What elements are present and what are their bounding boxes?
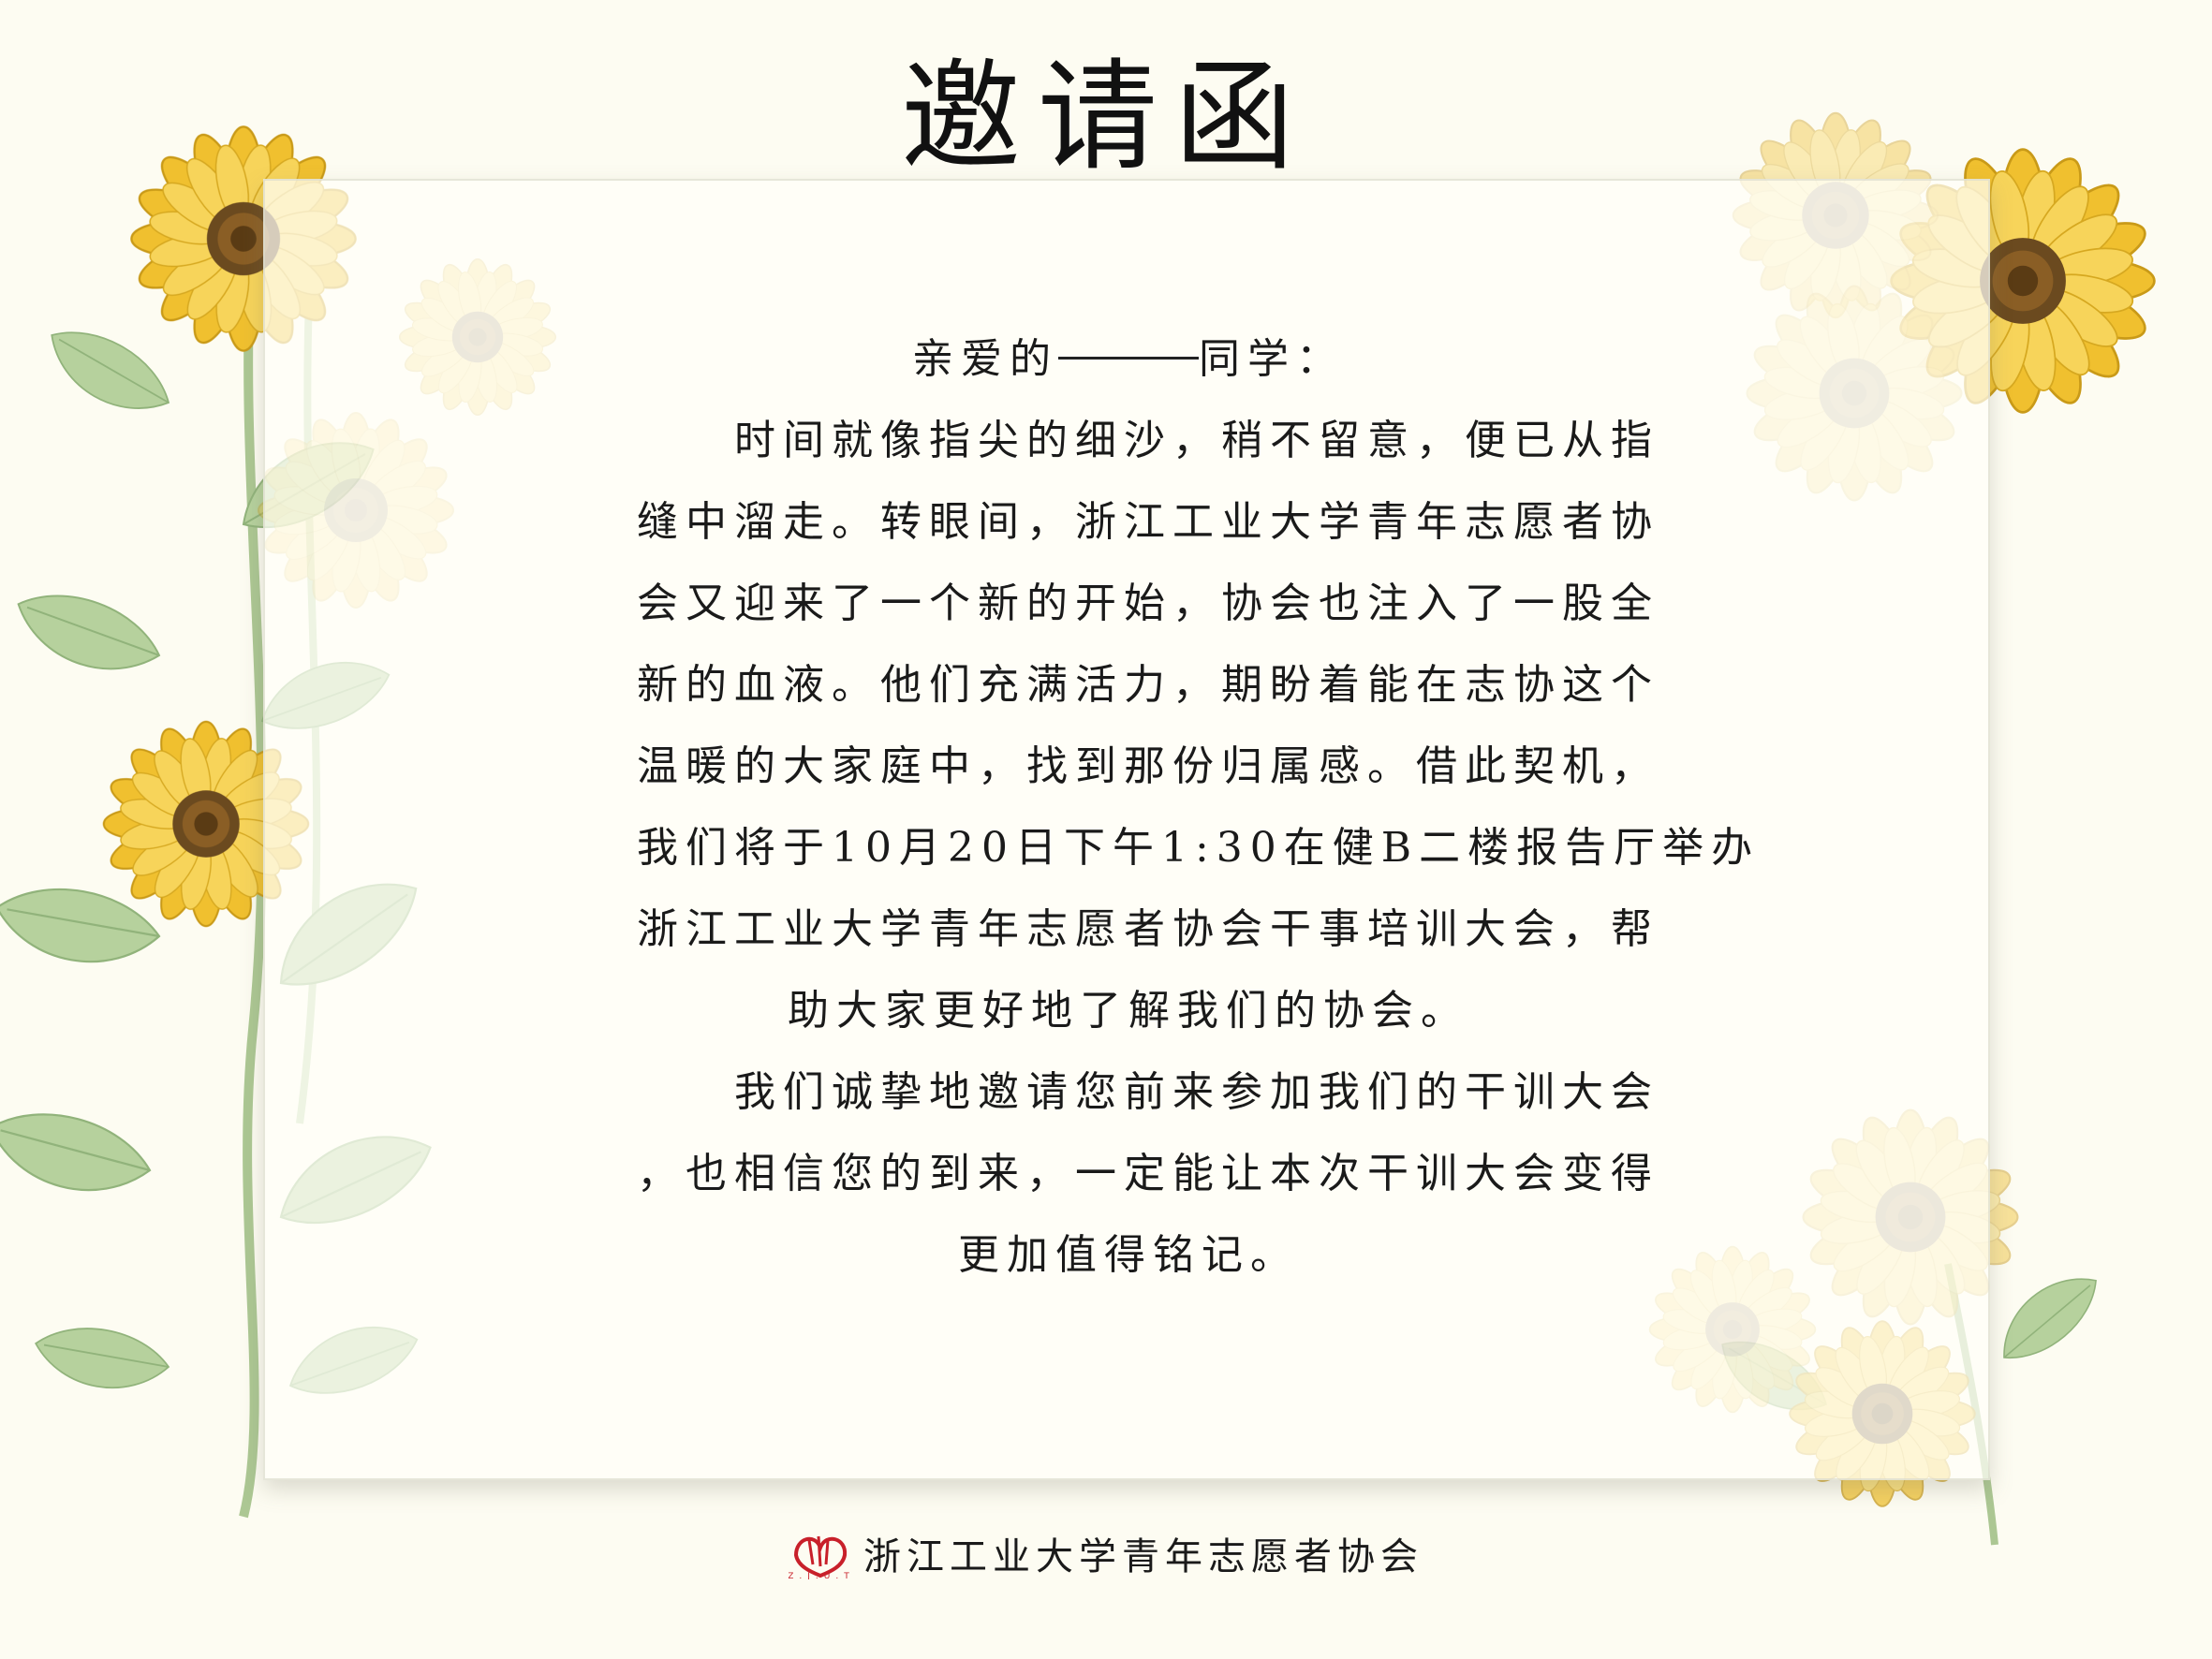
zjut-logo-icon: Z.J.U.T [789, 1535, 854, 1579]
letter-line: 更加值得铭记。 [958, 1231, 1299, 1279]
letter-line: 时间就像指尖的细沙，稍不留意，便已从指 [637, 417, 1659, 464]
logo-text: Z.J.U.T [789, 1572, 854, 1579]
salutation: 亲爱的 同学： [637, 318, 1620, 400]
letter-line: 浙江工业大学青年志愿者协会干事培训大会，帮 [637, 905, 1659, 953]
footer: Z.J.U.T 浙江工业大学青年志愿者协会 [0, 1526, 2212, 1589]
name-blank [1058, 353, 1199, 360]
org-name: 浙江工业大学青年志愿者协会 [863, 1535, 1423, 1578]
letter-line: ，也相信您的到来，一定能让本次干训大会变得 [637, 1150, 1659, 1197]
invitation-title: 邀请函 [900, 48, 1311, 187]
letter-line: 新的血液。他们充满活力，期盼着能在志协这个 [637, 661, 1659, 709]
letter-line: 助大家更好地了解我们的协会。 [788, 987, 1469, 1035]
letter-line: 我们将于10月20日下午1:30在健B二楼报告厅举办 [637, 824, 1761, 872]
salutation-suffix: 同学： [1199, 335, 1345, 383]
letter-card [263, 179, 1990, 1480]
letter-line: 缝中溜走。转眼间，浙江工业大学青年志愿者协 [637, 498, 1659, 546]
letter-line: 我们诚挚地邀请您前来参加我们的干训大会 [637, 1068, 1659, 1116]
letter-line: 温暖的大家庭中，找到那份归属感。借此契机， [637, 742, 1659, 790]
salutation-prefix: 亲爱的 [912, 335, 1058, 383]
letter-body: 亲爱的 同学： 时间就像指尖的细沙，稍不留意，便已从指 缝中溜走。转眼间，浙江工业… [637, 318, 1761, 1296]
letter-line: 会又迎来了一个新的开始，协会也注入了一股全 [637, 580, 1659, 627]
